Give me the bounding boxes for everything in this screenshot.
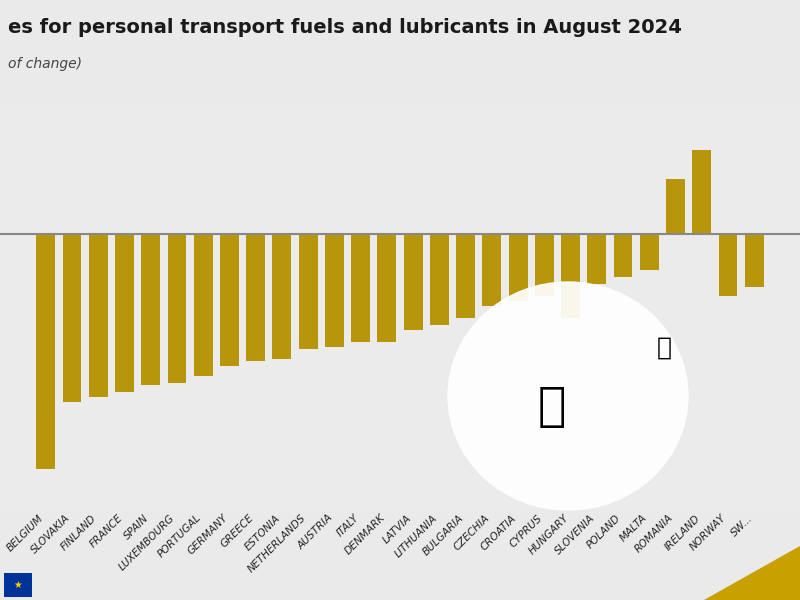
Bar — [273, 234, 291, 359]
Bar — [430, 234, 449, 325]
Bar — [194, 234, 213, 376]
Bar — [167, 234, 186, 383]
Text: ⛽: ⛽ — [657, 336, 671, 360]
Bar — [325, 234, 344, 347]
Bar — [246, 234, 265, 361]
Bar — [351, 234, 370, 342]
Bar — [36, 234, 55, 469]
Bar — [640, 234, 658, 270]
Bar — [718, 234, 738, 296]
Text: es for personal transport fuels and lubricants in August 2024: es for personal transport fuels and lubr… — [8, 18, 682, 37]
Bar — [745, 234, 764, 287]
Bar — [482, 234, 502, 306]
Text: 🚗: 🚗 — [538, 385, 566, 431]
Bar — [378, 234, 396, 342]
Bar — [561, 234, 580, 318]
Bar — [509, 234, 527, 301]
Text: ★: ★ — [14, 580, 22, 590]
Bar — [666, 179, 685, 234]
Bar — [298, 234, 318, 349]
Text: of change): of change) — [8, 57, 82, 71]
Bar — [535, 234, 554, 296]
Bar — [587, 234, 606, 284]
Bar — [614, 234, 633, 277]
Bar — [404, 234, 422, 330]
Bar — [89, 234, 108, 397]
Bar — [220, 234, 239, 366]
Bar — [115, 234, 134, 392]
Bar — [692, 150, 711, 234]
Bar — [62, 234, 82, 402]
Bar — [456, 234, 475, 318]
Bar — [142, 234, 160, 385]
Polygon shape — [704, 546, 800, 600]
